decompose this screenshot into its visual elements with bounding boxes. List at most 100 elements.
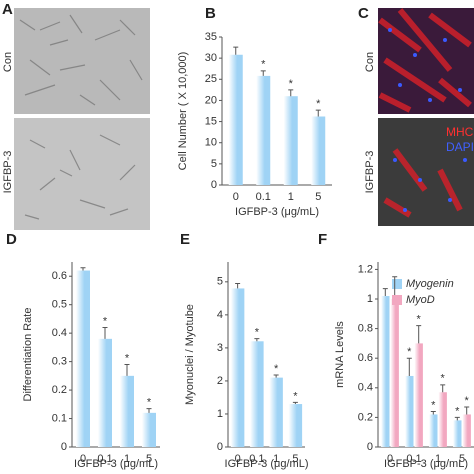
significance-mark: * bbox=[441, 373, 446, 385]
legend-swatch bbox=[392, 295, 402, 305]
error-bar bbox=[254, 338, 260, 342]
row-label: Con bbox=[364, 52, 376, 72]
panel-c-images: C Con IGFBP-3 MHC DAPI bbox=[358, 5, 474, 226]
bar bbox=[256, 75, 271, 185]
row-label: Con bbox=[2, 52, 14, 72]
error-bar bbox=[454, 416, 460, 421]
x-tick-label: 5 bbox=[315, 191, 321, 203]
x-tick-label: 0 bbox=[387, 453, 393, 465]
y-tick-label: 0.2 bbox=[52, 384, 67, 396]
y-axis-label: mRNA Levels bbox=[334, 321, 346, 388]
significance-mark: * bbox=[417, 314, 422, 326]
bar bbox=[390, 299, 399, 447]
error-bar bbox=[146, 408, 152, 413]
y-tick-label: 5 bbox=[211, 158, 217, 170]
x-axis-label: IGFBP-3 (μg/mL) bbox=[235, 206, 319, 218]
stain-label: DAPI bbox=[446, 140, 474, 154]
legend-label: MyoD bbox=[406, 294, 435, 306]
error-bar bbox=[292, 401, 298, 405]
y-axis-label: Cell Number ( X 10,000) bbox=[177, 52, 189, 171]
bar bbox=[462, 414, 471, 447]
bar bbox=[230, 288, 245, 447]
x-tick-label: 1 bbox=[435, 453, 441, 465]
legend-label: Myogenin bbox=[406, 278, 454, 290]
bar bbox=[142, 412, 156, 447]
x-tick-label: 0 bbox=[233, 191, 239, 203]
x-tick-label: 1 bbox=[288, 191, 294, 203]
panel-letter: C bbox=[358, 5, 369, 22]
x-tick-label: 0.1 bbox=[256, 191, 271, 203]
bar bbox=[120, 375, 134, 447]
y-tick-label: 5 bbox=[217, 276, 223, 288]
significance-mark: * bbox=[261, 59, 266, 71]
panel-a-images: A Con IGFBP-3 bbox=[2, 1, 150, 230]
x-tick-label: 1 bbox=[273, 453, 279, 465]
error-bar bbox=[124, 363, 130, 376]
error-bar bbox=[288, 89, 294, 97]
x-tick-label: 0.1 bbox=[406, 453, 421, 465]
y-tick-label: 3 bbox=[217, 342, 223, 354]
error-bar bbox=[102, 326, 108, 339]
error-bar bbox=[273, 374, 279, 378]
bar bbox=[414, 343, 423, 447]
panel-letter: A bbox=[2, 1, 13, 18]
error-bar bbox=[440, 384, 446, 393]
x-tick-label: 0 bbox=[235, 453, 241, 465]
x-tick-label: 5 bbox=[459, 453, 465, 465]
significance-mark: * bbox=[293, 390, 298, 402]
y-tick-label: 25 bbox=[205, 73, 217, 85]
x-tick-label: 0.1 bbox=[249, 453, 264, 465]
significance-mark: * bbox=[316, 98, 321, 110]
y-tick-label: 1 bbox=[217, 408, 223, 420]
error-bar bbox=[416, 325, 422, 344]
panel-letter: B bbox=[205, 5, 216, 22]
error-bar bbox=[464, 406, 470, 415]
x-axis-label: IGFBP-3 (μg/mL) bbox=[384, 458, 468, 470]
y-tick-label: 0 bbox=[61, 441, 67, 453]
y-tick-label: 0.5 bbox=[52, 299, 67, 311]
y-tick-label: 0.4 bbox=[358, 382, 373, 394]
significance-mark: * bbox=[274, 363, 279, 375]
y-tick-label: 0 bbox=[367, 441, 373, 453]
bar bbox=[438, 392, 447, 447]
bar bbox=[228, 54, 243, 186]
bar bbox=[381, 296, 390, 447]
x-axis-label: IGFBP-3 (μg/mL) bbox=[225, 458, 309, 470]
error-bar bbox=[430, 410, 436, 415]
x-tick-label: 5 bbox=[146, 453, 152, 465]
stain-label: MHC bbox=[446, 125, 474, 139]
y-tick-label: 35 bbox=[205, 31, 217, 43]
y-tick-label: 0.8 bbox=[358, 323, 373, 335]
y-tick-label: 1 bbox=[367, 293, 373, 305]
y-tick-label: 0 bbox=[211, 179, 217, 191]
bar bbox=[76, 270, 90, 447]
bar bbox=[283, 96, 298, 185]
row-label: IGFBP-3 bbox=[2, 151, 14, 194]
error-bar bbox=[315, 109, 321, 117]
panel-letter: E bbox=[180, 231, 190, 248]
y-tick-label: 4 bbox=[217, 309, 223, 321]
significance-mark: * bbox=[431, 399, 436, 411]
y-tick-label: 0 bbox=[217, 441, 223, 453]
significance-mark: * bbox=[289, 78, 294, 90]
error-bar bbox=[80, 267, 86, 271]
y-tick-label: 0.2 bbox=[358, 411, 373, 423]
error-bar bbox=[235, 282, 241, 289]
x-tick-label: 5 bbox=[292, 453, 298, 465]
y-tick-label: 1.2 bbox=[358, 263, 373, 275]
y-axis-label: Differentiation Rate bbox=[22, 308, 34, 402]
significance-mark: * bbox=[407, 346, 412, 358]
error-bar bbox=[260, 70, 266, 76]
error-bar bbox=[382, 288, 388, 297]
significance-mark: * bbox=[125, 352, 130, 364]
significance-mark: * bbox=[255, 327, 260, 339]
panel-letter: F bbox=[318, 231, 327, 248]
bar bbox=[429, 414, 438, 447]
y-tick-label: 2 bbox=[217, 375, 223, 387]
bar bbox=[98, 338, 112, 447]
y-tick-label: 0.3 bbox=[52, 356, 67, 368]
y-tick-label: 15 bbox=[205, 115, 217, 127]
y-tick-label: 10 bbox=[205, 137, 217, 149]
error-bar bbox=[406, 357, 412, 376]
panel-letter: D bbox=[6, 231, 17, 248]
